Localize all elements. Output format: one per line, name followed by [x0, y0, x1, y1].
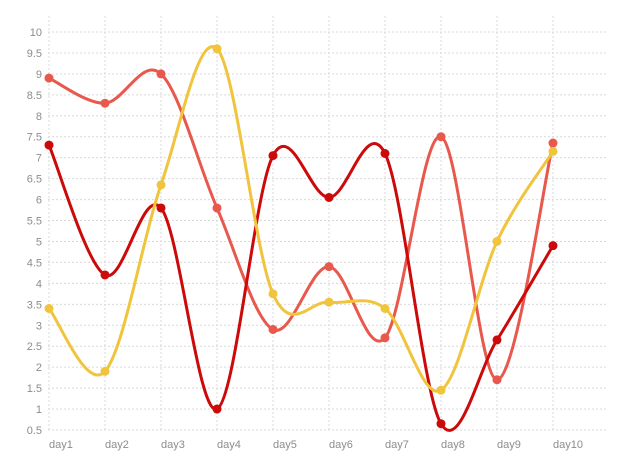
y-tick-label: 4.5 — [27, 257, 42, 269]
data-point — [156, 69, 166, 79]
x-axis-ticks: day1 day2 day3 day4 day5 day6 day7 day8 day9 day1… — [49, 439, 583, 451]
data-point — [324, 262, 334, 272]
x-tick-label: day6 — [329, 439, 353, 451]
series-group — [44, 44, 558, 432]
y-tick-label: 2 — [36, 362, 42, 374]
data-point — [268, 324, 278, 334]
y-axis-ticks: 0.5 1 1.5 2 2.5 3 3.5 4 4.5 5 5.5 6 6.5 7 7.5 8 8.5 9 9.5 1… — [27, 27, 42, 437]
y-tick-label: 2.5 — [27, 341, 42, 353]
x-tick-label: day8 — [441, 439, 465, 451]
data-point — [44, 73, 54, 83]
data-point — [44, 304, 54, 314]
data-point — [212, 203, 222, 213]
series-3 — [44, 44, 558, 395]
series-2 — [44, 140, 558, 432]
x-tick-label: day3 — [161, 439, 185, 451]
data-point — [380, 333, 390, 343]
data-point — [492, 375, 502, 385]
y-tick-label: 8.5 — [27, 90, 42, 102]
grid — [48, 16, 608, 431]
y-tick-label: 0.5 — [27, 425, 42, 437]
x-tick-label: day7 — [385, 439, 409, 451]
y-tick-label: 9 — [36, 69, 42, 81]
data-point — [548, 146, 558, 156]
y-tick-label: 9.5 — [27, 48, 42, 60]
y-tick-label: 3 — [36, 320, 42, 332]
y-tick-label: 5 — [36, 236, 42, 248]
data-point — [492, 236, 502, 246]
y-tick-label: 5.5 — [27, 216, 42, 228]
data-point — [436, 132, 446, 142]
data-point — [156, 180, 166, 190]
data-point — [492, 335, 502, 345]
series-line — [47, 45, 555, 393]
y-tick-label: 7.5 — [27, 132, 42, 144]
y-tick-label: 1.5 — [27, 383, 42, 395]
y-tick-label: 3.5 — [27, 299, 42, 311]
data-point — [324, 297, 334, 307]
data-point — [548, 138, 558, 148]
x-tick-label: day2 — [105, 439, 129, 451]
y-tick-label: 7 — [36, 153, 42, 165]
data-point — [212, 404, 222, 414]
x-tick-label: day5 — [273, 439, 297, 451]
data-point — [548, 241, 558, 251]
y-tick-label: 6 — [36, 195, 42, 207]
data-point — [156, 203, 166, 213]
y-tick-label: 1 — [36, 404, 42, 416]
data-point — [268, 289, 278, 299]
data-point — [100, 98, 110, 108]
y-tick-label: 8 — [36, 111, 42, 123]
data-point — [380, 304, 390, 314]
x-tick-label: day9 — [497, 439, 521, 451]
data-point — [324, 192, 334, 202]
y-tick-label: 10 — [30, 27, 42, 39]
series-line — [47, 68, 555, 382]
data-point — [268, 151, 278, 161]
data-point — [100, 366, 110, 376]
data-point — [212, 44, 222, 54]
data-point — [44, 140, 54, 150]
y-tick-label: 6.5 — [27, 174, 42, 186]
series-1 — [44, 68, 558, 385]
data-point — [380, 148, 390, 158]
series-line — [47, 142, 555, 432]
data-point — [100, 270, 110, 280]
x-tick-label: day4 — [217, 439, 241, 451]
y-tick-label: 4 — [36, 278, 42, 290]
x-tick-label: day10 — [553, 439, 583, 451]
data-point — [436, 385, 446, 395]
data-point — [436, 419, 446, 429]
x-tick-label: day1 — [49, 439, 73, 451]
